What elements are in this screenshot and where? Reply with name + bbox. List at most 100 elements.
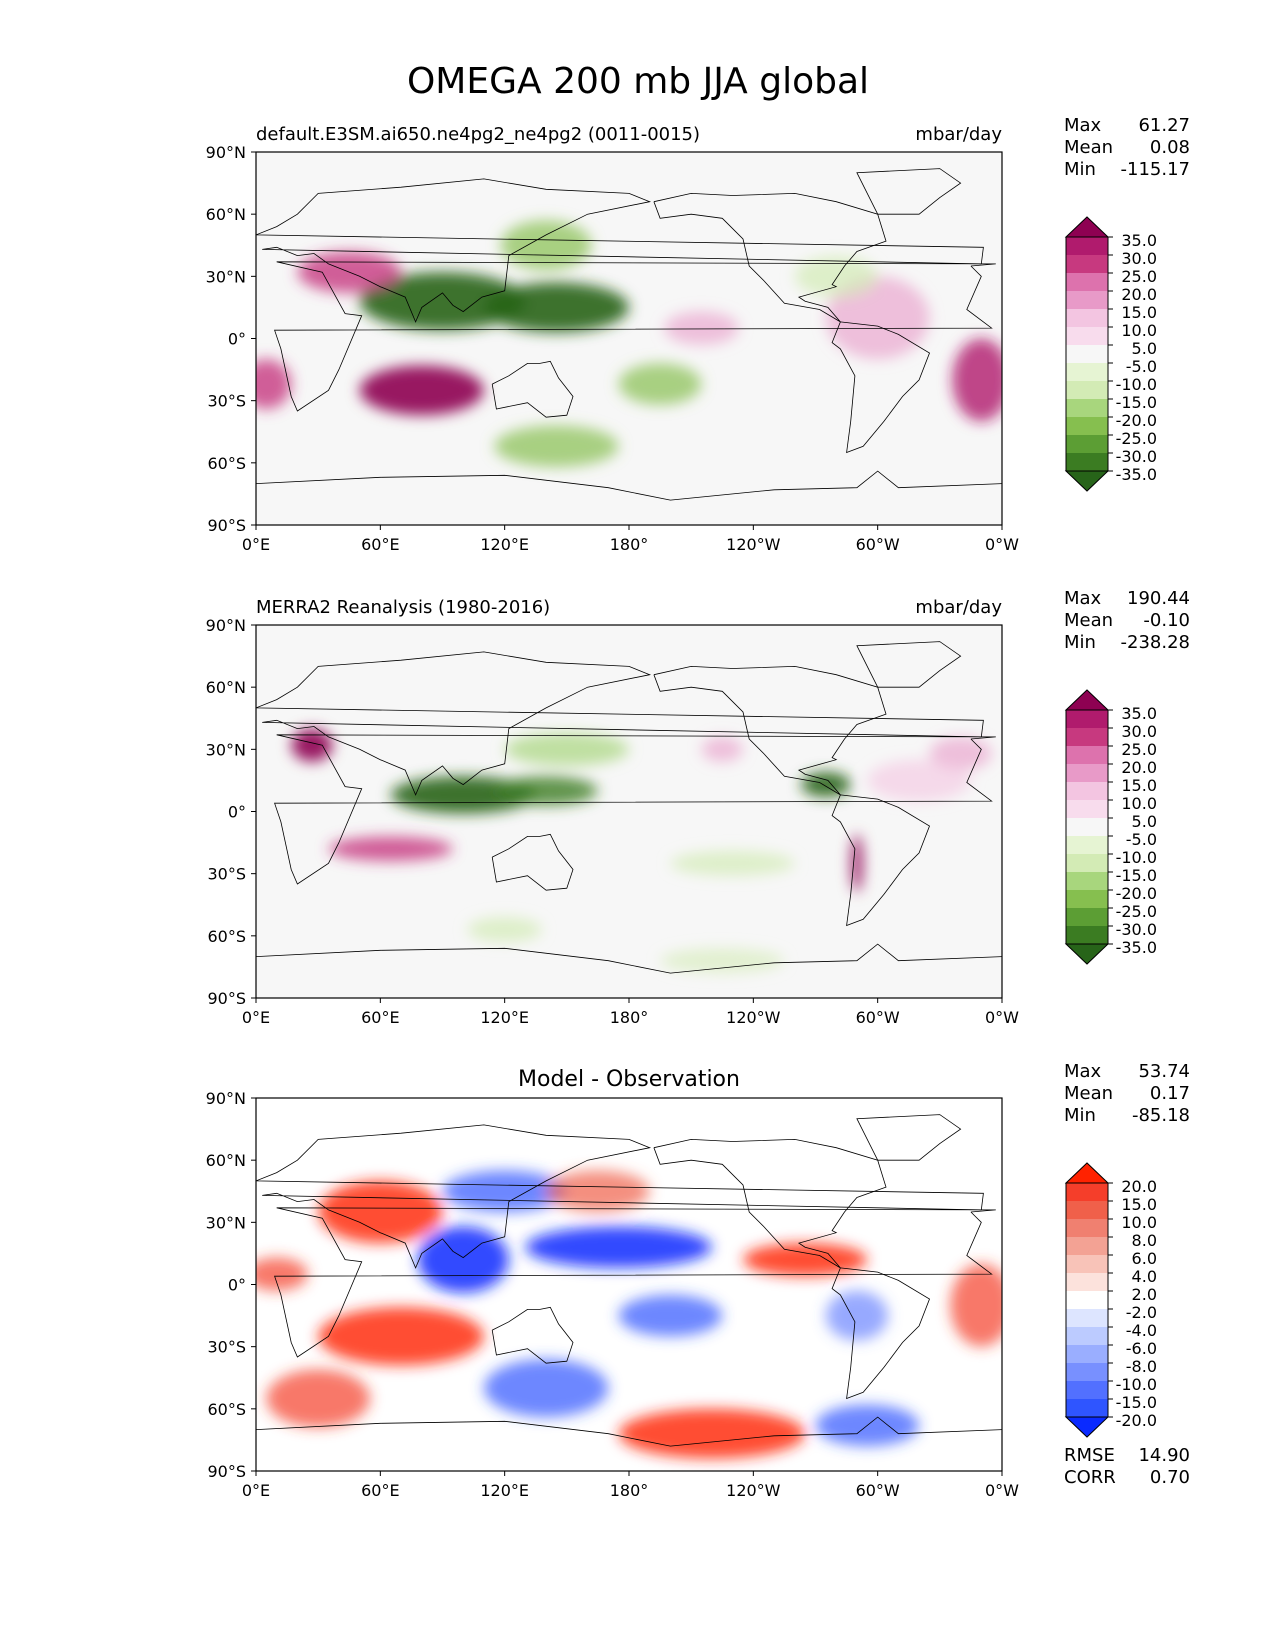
- reference-field-anomaly: [291, 728, 333, 762]
- figure-title: OMEGA 200 mb JJA global: [407, 61, 869, 102]
- reference-field-anomaly: [800, 772, 851, 797]
- stat-label: Max: [1064, 1061, 1102, 1082]
- y-tick-label: 60°S: [207, 454, 246, 473]
- difference-field-anomaly: [618, 1294, 723, 1337]
- colorbar-cell: [1066, 291, 1108, 309]
- colorbar-frame: [1065, 709, 1109, 945]
- colorbar-cell: [1066, 327, 1108, 345]
- colorbar-cell: [1066, 435, 1108, 453]
- coastline: [256, 943, 1002, 974]
- colorbar-tick-label: 8.0: [1132, 1231, 1157, 1250]
- x-tick-label: 120°E: [480, 1481, 529, 1500]
- reference-field-anomaly: [504, 732, 629, 766]
- x-tick-label: 120°W: [726, 1481, 781, 1500]
- colorbar-tick-label: 6.0: [1132, 1249, 1157, 1268]
- colorbar-cell: [1066, 381, 1108, 399]
- colorbar-tick-label: 15.0: [1121, 303, 1157, 322]
- stat-label: Mean: [1064, 610, 1113, 631]
- x-tick-label: 0°W: [985, 1481, 1019, 1500]
- y-tick-label: 30°N: [206, 1213, 246, 1232]
- y-tick-label: 30°S: [207, 1338, 246, 1357]
- colorbar-tick-label: -10.0: [1116, 375, 1157, 394]
- colorbar-cell: [1066, 1291, 1108, 1309]
- difference-field-anomaly: [417, 1226, 509, 1293]
- difference-field-anomaly: [525, 1226, 712, 1268]
- colorbar-tick-label: 25.0: [1121, 267, 1157, 286]
- stat-value: -0.10: [1143, 610, 1190, 631]
- colorbar-tick-label: 25.0: [1121, 740, 1157, 759]
- colorbar-tick-label: -25.0: [1116, 429, 1157, 448]
- colorbar-tick-label: -8.0: [1126, 1357, 1157, 1376]
- reference-field-anomaly: [867, 759, 971, 802]
- coastline: [653, 192, 887, 323]
- colorbar-cell: [1066, 1183, 1108, 1201]
- colorbar-cell: [1066, 800, 1108, 818]
- colorbar-cell: [1066, 854, 1108, 872]
- y-tick-label: 0°: [228, 803, 246, 822]
- coastline: [491, 833, 574, 891]
- difference-colorbar: 20.015.010.08.06.04.02.0-2.0-4.0-6.0-8.0…: [1064, 1162, 1157, 1438]
- x-tick-label: 120°E: [480, 535, 529, 554]
- colorbar-tick-label: -5.0: [1126, 357, 1157, 376]
- colorbar-cell: [1066, 926, 1108, 944]
- coastline: [256, 470, 1002, 501]
- y-tick-label: 90°S: [207, 516, 246, 535]
- stat-label: Min: [1064, 159, 1096, 180]
- reference-field: [291, 728, 992, 974]
- stat-value: 61.27: [1138, 115, 1190, 136]
- colorbar-tick-label: 4.0: [1132, 1267, 1157, 1286]
- colorbar-cell: [1066, 1273, 1108, 1291]
- colorbar-cell: [1066, 728, 1108, 746]
- colorbar-tick-label: 15.0: [1121, 776, 1157, 795]
- x-tick-label: 0°E: [242, 1008, 270, 1027]
- stat-label: Mean: [1064, 1083, 1113, 1104]
- colorbar-tick-label: 20.0: [1121, 758, 1157, 777]
- y-tick-label: 90°N: [206, 616, 246, 635]
- test-panel: 0°E 60°E 120°E 180° 120°W 60°W 0°W 90°N 60°N 30°N…: [206, 115, 1190, 554]
- reference-field-anomaly: [467, 917, 542, 943]
- colorbar-tick-label: -25.0: [1116, 902, 1157, 921]
- colorbar-tick-label: -15.0: [1116, 1393, 1157, 1412]
- coastline: [831, 321, 930, 454]
- x-tick-label: 60°E: [361, 1481, 399, 1500]
- x-tick-label: 60°W: [856, 1481, 900, 1500]
- x-tick-label: 60°E: [361, 535, 399, 554]
- colorbar-tick-label: -20.0: [1116, 1411, 1157, 1430]
- colorbar-tick-label: 20.0: [1121, 285, 1157, 304]
- colorbar-cell: [1066, 273, 1108, 291]
- difference-field-anomaly: [318, 1180, 443, 1244]
- y-tick-label: 90°N: [206, 143, 246, 162]
- test-field: [256, 220, 1002, 467]
- y-tick-label: 60°S: [207, 927, 246, 946]
- reference-field-anomaly: [850, 834, 864, 893]
- reference-field-anomaly: [660, 948, 785, 974]
- colorbar-tick-label: -10.0: [1116, 1375, 1157, 1394]
- reference-field-anomaly: [670, 850, 795, 876]
- y-tick-label: 60°N: [206, 205, 246, 224]
- colorbar-cell: [1066, 255, 1108, 273]
- reference-coastlines: [256, 641, 1002, 974]
- test-field-anomaly: [494, 425, 619, 467]
- colorbar-tick-label: -4.0: [1126, 1321, 1157, 1340]
- colorbar-cell: [1066, 872, 1108, 890]
- colorbar-cell: [1066, 1237, 1108, 1255]
- colorbar-tick-label: -10.0: [1116, 848, 1157, 867]
- colorbar-frame: [1065, 1182, 1109, 1418]
- x-tick-label: 180°: [610, 535, 649, 554]
- colorbar-cell: [1066, 453, 1108, 471]
- colorbar-cell: [1066, 417, 1108, 435]
- test-field-anomaly: [825, 276, 930, 360]
- test-field-anomaly: [500, 220, 592, 271]
- x-tick-label: 0°E: [242, 1481, 270, 1500]
- colorbar-tick-label: 35.0: [1121, 704, 1157, 723]
- coastline: [491, 1306, 574, 1364]
- colorbar-cell: [1066, 1255, 1108, 1273]
- difference-field: [256, 1170, 1002, 1459]
- stat-value: 53.74: [1138, 1061, 1190, 1082]
- difference-field-anomaly: [442, 1170, 567, 1212]
- colorbar-tick-label: -20.0: [1116, 884, 1157, 903]
- difference-center-title: Model - Observation: [518, 1067, 740, 1092]
- reference-panel: 0°E 60°E 120°E 180° 120°W 60°W 0°W 90°N 60°N 30°N…: [206, 588, 1190, 1027]
- colorbar-tick-label: 5.0: [1132, 812, 1157, 831]
- colorbar-tick-label: 30.0: [1121, 249, 1157, 268]
